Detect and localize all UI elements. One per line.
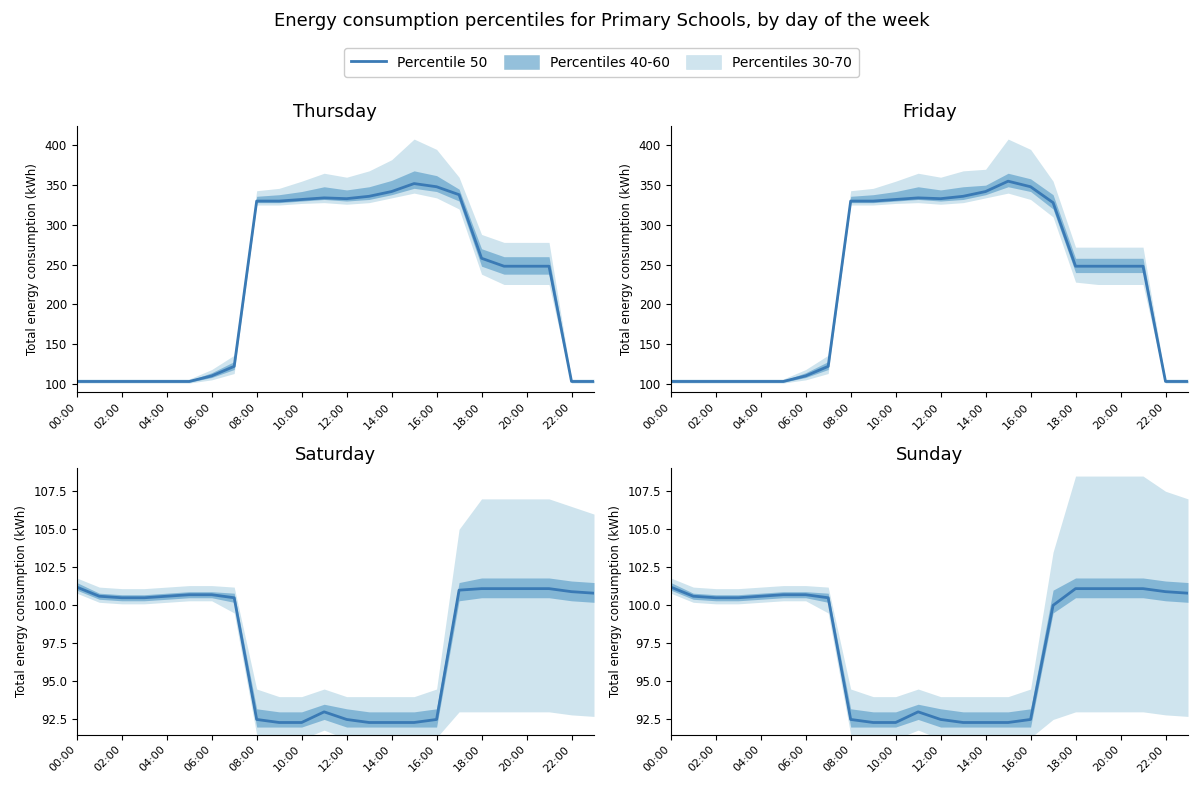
Text: Energy consumption percentiles for Primary Schools, by day of the week: Energy consumption percentiles for Prima… [274, 12, 929, 30]
Y-axis label: Total energy consumption (kWh): Total energy consumption (kWh) [14, 506, 28, 697]
Legend: Percentile 50, Percentiles 40-60, Percentiles 30-70: Percentile 50, Percentiles 40-60, Percen… [344, 48, 859, 77]
Y-axis label: Total energy consumption (kWh): Total energy consumption (kWh) [609, 506, 622, 697]
Title: Friday: Friday [902, 103, 956, 122]
Y-axis label: Total energy consumption (kWh): Total energy consumption (kWh) [26, 163, 40, 354]
Title: Saturday: Saturday [295, 446, 377, 464]
Title: Sunday: Sunday [896, 446, 964, 464]
Y-axis label: Total energy consumption (kWh): Total energy consumption (kWh) [621, 163, 633, 354]
Title: Thursday: Thursday [294, 103, 378, 122]
